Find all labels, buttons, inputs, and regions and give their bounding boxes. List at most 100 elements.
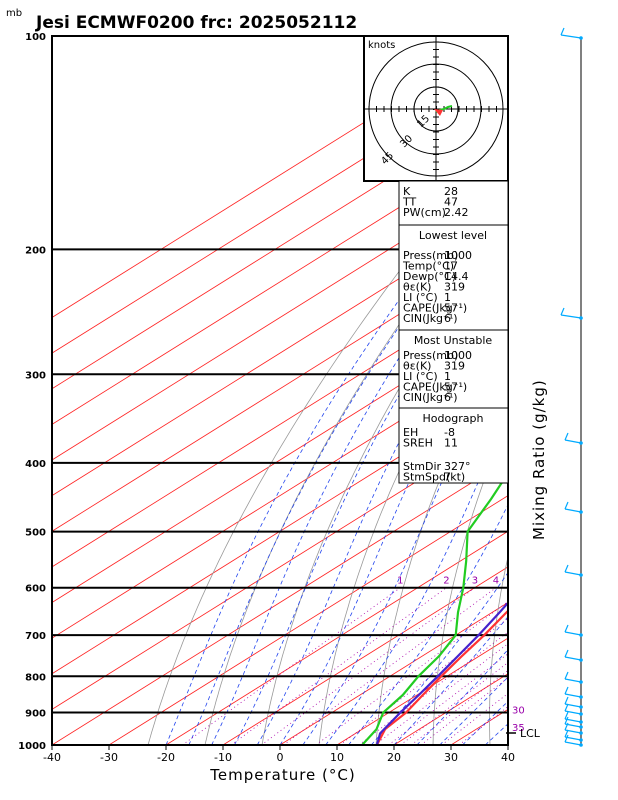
lowest-level-name: Temp(°C): [402, 260, 454, 273]
wind-barb: [564, 631, 582, 636]
wind-barb-flag: [564, 564, 569, 573]
lowest-level-value: 319: [444, 281, 465, 294]
wind-barb-flag: [564, 711, 569, 720]
mixing-ratio-line: [410, 669, 508, 745]
mixing-ratio-label: 2: [443, 576, 449, 587]
most-unstable-name: Press(mb): [403, 349, 458, 362]
wind-barb: [564, 693, 582, 698]
mixing-ratio-labels: 1 2 3 4: [397, 576, 499, 587]
lowest-level-name: CAPE(Jkg⁻¹): [403, 302, 467, 315]
wind-barb-station: [579, 633, 583, 637]
table-section-title: Lowest level: [419, 229, 487, 242]
dry-adiabat-line: [375, 335, 508, 745]
wind-barb-station: [579, 743, 583, 747]
isotherm-line: [52, 317, 508, 603]
lowest-level-name: LI (°C): [403, 291, 438, 304]
temperature-tick-label: 40: [501, 751, 515, 764]
pressure-tick-label: 900: [25, 709, 46, 720]
mixing-ratio-axis-label: Mixing Ratio (g/kg): [530, 379, 548, 540]
index-name: PW(cm): [403, 206, 446, 219]
most-unstable-value: 1000: [444, 349, 472, 362]
wind-barb-flag: [564, 432, 569, 441]
most-unstable-value: 1: [444, 370, 451, 383]
wind-barb-station: [579, 510, 583, 514]
wind-barb-station: [579, 441, 583, 445]
temperature-tick-label: 10: [330, 751, 344, 764]
hodograph-param-value: 11: [444, 437, 458, 450]
wind-barb-station: [579, 731, 583, 735]
most-unstable-name: LI (°C): [403, 370, 438, 383]
most-unstable-value: 57: [444, 381, 458, 394]
title: Jesi ECMWF0200 frc: 2025052112: [35, 13, 357, 33]
wind-barb-flag: [564, 649, 569, 658]
hodograph: knots 15 30 45: [363, 35, 509, 182]
dry-adiabat-line: [597, 36, 618, 745]
mixing-ratio-line: [315, 601, 508, 745]
lowest-level-value: 17: [444, 260, 458, 273]
wind-barb: [564, 741, 582, 746]
lowest-level-value: 14.4: [444, 270, 469, 283]
mixing-ratio-label: 4: [493, 576, 499, 587]
temperature-tick-label: -40: [43, 751, 61, 764]
hodograph-param-name: StmSpd(kt): [403, 471, 465, 484]
dry-adiabat-line: [432, 418, 508, 745]
wind-barb-flag: [560, 307, 565, 316]
wind-barb: [564, 718, 582, 723]
wind-barb-flag: [564, 703, 569, 712]
pressure-unit-label: mb: [6, 8, 22, 19]
index-name: K: [403, 185, 411, 198]
index-name: TT: [402, 196, 417, 209]
wind-barb: [560, 34, 582, 39]
wind-barb-station: [579, 705, 583, 709]
most-unstable-value: 319: [444, 360, 465, 373]
isotherm-line: [52, 352, 508, 639]
pressure-tick-label: 400: [25, 459, 46, 470]
wind-barb: [564, 678, 582, 683]
hodograph-units: knots: [368, 40, 395, 51]
hodograph-param-name: SREH: [403, 437, 433, 450]
isotherm-line: [52, 423, 508, 710]
most-unstable-name: CIN(Jkg⁻¹): [403, 391, 458, 404]
lcl-marker: LCL: [506, 727, 541, 740]
isotherm-line: [279, 602, 508, 745]
wind-barb-station: [579, 658, 583, 662]
table-section-title: Most Unstable: [414, 334, 493, 347]
wind-barb-flag: [564, 729, 569, 738]
mixing-ratio-line: [182, 587, 401, 745]
isotherm-line: [165, 530, 508, 745]
isotherm-label: 35: [512, 723, 525, 734]
pressure-tick-label: 800: [25, 672, 46, 683]
wind-barb-station: [579, 573, 583, 577]
temperature-tick-label: -30: [100, 751, 118, 764]
isotherm-line: [52, 281, 508, 568]
wind-barb: [564, 736, 582, 741]
wind-barb-flag: [564, 722, 569, 731]
hodograph-param-value: 7: [444, 471, 451, 484]
hodograph-param-value: -8: [444, 426, 455, 439]
wind-barb: [564, 439, 582, 444]
moist-adiabat-line: [348, 503, 508, 745]
dry-adiabat-line: [147, 134, 508, 745]
lowest-level-value: 1: [444, 291, 451, 304]
wind-barb: [564, 710, 582, 715]
hodograph-param-value: 327°: [444, 460, 471, 473]
mixing-ratio-line: [339, 618, 508, 745]
wind-barb-flag: [564, 671, 569, 680]
lowest-level-name: Dewp(°C): [403, 270, 456, 283]
temperature-tick-label: 30: [444, 751, 458, 764]
isotherm-label: 30: [512, 705, 525, 716]
wind-barb: [564, 571, 582, 576]
moist-adiabat-line: [370, 571, 508, 745]
isotherm-line: [52, 388, 508, 675]
wind-barb-station: [579, 680, 583, 684]
wind-barb-flag: [564, 696, 569, 705]
isotherm-line: [52, 103, 508, 390]
pressure-axis: 1000 900 800 700 600 500 400 300 200 100: [18, 32, 46, 752]
index-value: 28: [444, 185, 458, 198]
wind-barbs: [560, 27, 583, 747]
temperature-tick-label: 0: [277, 751, 284, 764]
mixing-ratio-label: 1: [397, 576, 403, 587]
sounding-profiles: [361, 471, 508, 745]
temperature-profile: [375, 609, 508, 745]
